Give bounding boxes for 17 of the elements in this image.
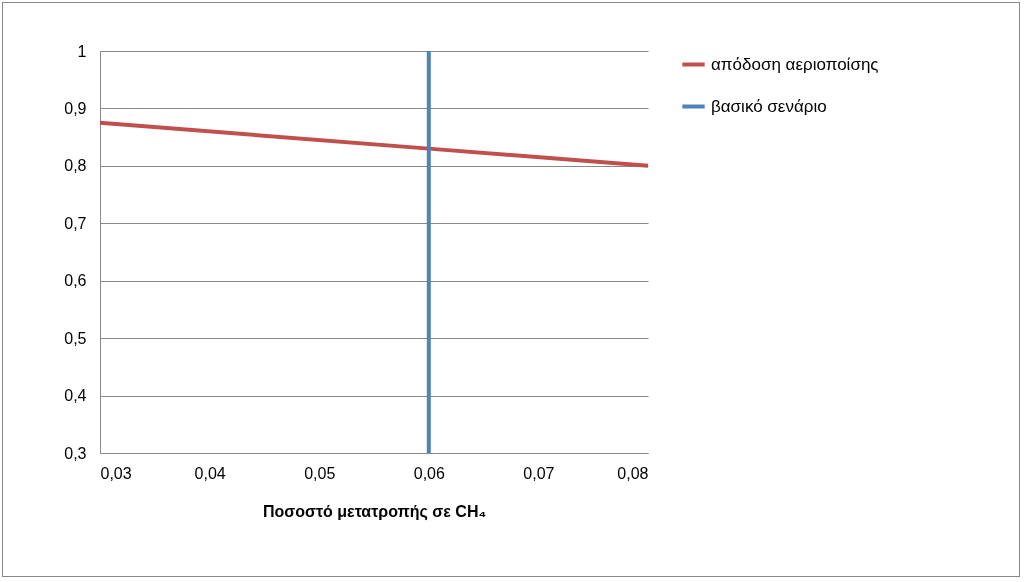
y-tick-label: 0,7 [64, 214, 87, 232]
x-tick-label: 0,05 [304, 464, 336, 482]
y-tick-label: 0,4 [64, 387, 87, 405]
y-tick-label: 0,5 [64, 329, 87, 347]
y-tick-label: 0,8 [64, 157, 87, 175]
y-tick-label: 0,9 [64, 99, 87, 117]
legend-label: βασικό σενάριο [711, 96, 827, 116]
y-tick-label: 0,6 [64, 272, 87, 290]
y-tick-label: 0,3 [64, 444, 87, 462]
x-tick-label: 0,08 [617, 464, 649, 482]
x-tick-label: 0,06 [413, 464, 445, 482]
x-tick-label: 0,03 [100, 464, 132, 482]
x-tick-label: 0,04 [194, 464, 226, 482]
y-tick-label: 1 [77, 42, 87, 60]
x-tick-label: 0,07 [523, 464, 555, 482]
legend-label: απόδοση αεριοποίσης [711, 54, 879, 74]
x-axis-title: Ποσοστό μετατροπής σε CH₄ [262, 502, 487, 521]
